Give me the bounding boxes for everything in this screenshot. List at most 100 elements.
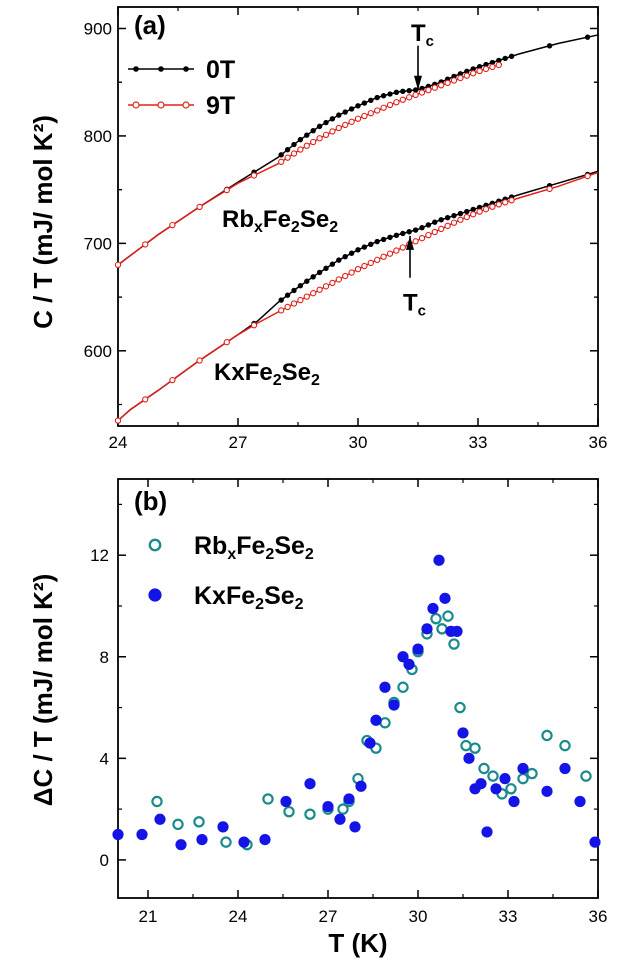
data-point [290, 300, 298, 307]
data-point [438, 82, 445, 89]
data-point [379, 717, 391, 729]
data-point [172, 818, 184, 831]
data-point [361, 262, 368, 270]
data-point [175, 839, 187, 851]
data-point [457, 74, 464, 82]
data-point [418, 235, 426, 242]
data-point [316, 135, 323, 142]
legend-marker [132, 101, 140, 109]
data-point [361, 244, 368, 250]
panel-b-frame [117, 478, 599, 899]
data-point [323, 265, 329, 271]
data-point [343, 793, 355, 805]
data-point [297, 146, 304, 153]
tc-arrow-head [406, 235, 414, 250]
data-point [354, 115, 362, 122]
data-point [403, 658, 415, 670]
data-point [335, 276, 342, 283]
data-point [418, 89, 426, 96]
data-point [444, 222, 451, 229]
data-point [329, 128, 336, 135]
data-point [355, 103, 361, 109]
data-point [291, 141, 297, 148]
series-line [117, 170, 599, 422]
legend-item: RbxFe2Se2 [148, 532, 314, 563]
data-point [297, 283, 304, 289]
data-point [584, 34, 591, 40]
panel-b-label: (b) [134, 486, 167, 516]
data-point [364, 737, 376, 749]
panel-b-ylabel: ΔC / T (mJ/ mol K²) [28, 574, 58, 806]
data-point [406, 229, 412, 235]
data-point [448, 638, 460, 650]
data-point [432, 219, 438, 225]
data-point [196, 203, 203, 211]
data-point [546, 185, 553, 193]
data-point [374, 238, 380, 245]
data-point [427, 602, 439, 615]
data-point [502, 55, 508, 62]
series-RbxFe2Se2 [151, 610, 592, 851]
data-point [393, 247, 400, 254]
data-point [425, 86, 432, 94]
data-point [329, 261, 336, 267]
data-point [348, 250, 355, 256]
legend-marker [148, 588, 162, 602]
data-point [469, 742, 481, 754]
data-point [337, 803, 349, 815]
panel-b-xlabel: T (K) [328, 928, 387, 958]
data-point [284, 154, 291, 161]
y-tick-label: 4 [100, 749, 109, 768]
data-point [425, 231, 432, 239]
series-KxFe2Se2 [112, 554, 601, 851]
data-point [412, 91, 419, 99]
data-point [169, 221, 176, 229]
data-point [476, 208, 483, 215]
data-point [541, 785, 553, 797]
data-point [457, 727, 469, 739]
legend-marker [133, 66, 139, 72]
data-point [476, 67, 483, 75]
x-tick-label: 36 [589, 907, 608, 926]
data-point [284, 292, 291, 298]
data-point [250, 322, 258, 329]
panel-a-series [114, 34, 599, 424]
data-point [322, 131, 330, 138]
data-point [304, 132, 310, 138]
panel-a-label: (a) [134, 10, 166, 40]
y-tick-label: 8 [100, 648, 109, 667]
data-point [431, 84, 438, 91]
series-line [117, 63, 503, 266]
data-point [412, 227, 419, 233]
data-point [380, 93, 387, 99]
y-tick-label: 0 [100, 851, 109, 870]
data-point [297, 136, 304, 143]
data-point [335, 124, 342, 132]
data-point [361, 112, 368, 120]
data-point [380, 104, 387, 111]
data-point [450, 219, 458, 226]
data-point [508, 53, 515, 60]
data-point [400, 230, 406, 237]
data-point [508, 197, 515, 204]
data-point [517, 762, 529, 775]
data-point [475, 778, 487, 790]
panel-b-tick-labels: 21 24 27 30 33 36 0 4 8 12 [90, 546, 607, 926]
data-point [412, 238, 419, 245]
data-point [310, 290, 317, 297]
data-point [457, 210, 464, 217]
data-point [342, 121, 349, 129]
data-point [430, 612, 442, 625]
panel-b-legend: RbxFe2Se2 KxFe2Se2 [148, 532, 314, 613]
y-tick-label: 800 [84, 127, 112, 146]
data-point [114, 417, 122, 424]
data-point [280, 795, 292, 808]
x-tick-label: 27 [319, 907, 338, 926]
data-point [499, 773, 511, 785]
data-point [482, 65, 490, 73]
data-point [316, 286, 323, 293]
data-point [436, 623, 448, 635]
data-point [463, 213, 470, 221]
data-point [342, 253, 348, 260]
